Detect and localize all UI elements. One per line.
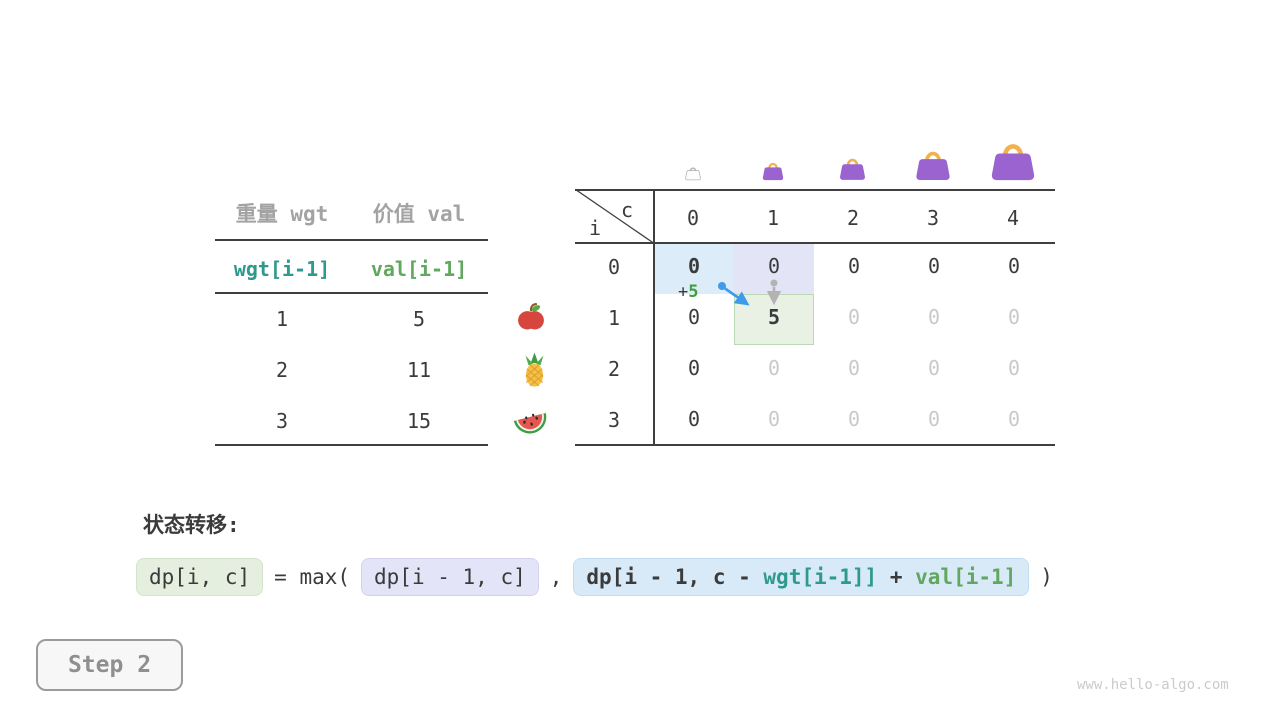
formula-comma: ,: [549, 565, 563, 589]
item-weight: 2: [275, 358, 289, 382]
formula-option1-chip: dp[i - 1, c]: [361, 558, 539, 596]
dp-cell: 0: [847, 356, 861, 380]
formula-option2-dp: dp[i - 1, c -: [586, 565, 764, 589]
items-table-rule-bottom: [215, 444, 488, 446]
dp-cell: 0: [1007, 305, 1021, 329]
dp-row-header: 0: [607, 255, 621, 279]
dp-table-rule-top: [575, 189, 1055, 191]
item-value: 15: [406, 409, 432, 433]
dp-table-rule-vertical: [653, 189, 655, 445]
formula-close-paren: ): [1040, 565, 1053, 589]
item-value: 11: [406, 358, 432, 382]
dp-col-header: 2: [846, 206, 860, 230]
items-var-val: val[i-1]: [370, 257, 468, 281]
formula-option2-chip: dp[i - 1, c - wgt[i-1]] + val[i-1]: [573, 558, 1030, 596]
dp-cell: 0: [847, 254, 861, 278]
dp-row-header: 1: [607, 306, 621, 330]
transition-annotation: +5: [678, 282, 699, 302]
dp-cell: 0: [927, 305, 941, 329]
step-badge[interactable]: Step 2: [36, 639, 183, 691]
apple-icon: [518, 303, 544, 330]
formula-option2-val: val[i-1]: [915, 565, 1017, 589]
annotation-plus: +: [678, 282, 689, 302]
formula-option2-wgt: wgt[i-1]]: [763, 565, 878, 589]
dp-cell: 0: [847, 407, 861, 431]
dp-cell: 0: [1007, 407, 1021, 431]
dp-table-rule-header: [575, 242, 1055, 244]
take-item-arrow-icon: [718, 282, 750, 306]
corner-diagonal-line: [575, 189, 654, 244]
dp-cell: 0: [1007, 254, 1021, 278]
items-var-wgt: wgt[i-1]: [233, 257, 331, 281]
dp-cell: 0: [767, 407, 781, 431]
dp-cell: 0: [687, 356, 701, 380]
item-weight: 3: [275, 409, 289, 433]
bag-icon: [991, 144, 1035, 181]
dp-col-header: 3: [926, 206, 940, 230]
dp-cell: 0: [1007, 356, 1021, 380]
dp-cell: 0: [927, 407, 941, 431]
dp-table-rule-bottom: [575, 444, 1055, 446]
annotation-value: 5: [688, 282, 699, 302]
watermelon-icon: [513, 413, 547, 434]
dp-cell: 0: [687, 254, 701, 278]
formula-eq-max: = max(: [274, 565, 351, 589]
skip-item-arrow-icon: [766, 279, 782, 306]
formula-lhs-chip: dp[i, c]: [136, 558, 264, 596]
dp-cell-current: 5: [767, 305, 781, 329]
transition-heading: 状态转移:: [143, 513, 240, 537]
dp-cell: 0: [927, 254, 941, 278]
dp-cell: 0: [767, 356, 781, 380]
bag-icon: [916, 151, 950, 181]
dp-col-header: 0: [686, 206, 700, 230]
bag-icon: [762, 162, 784, 181]
items-header-value: 价值 val: [372, 202, 466, 226]
formula-option2-plus: +: [877, 565, 916, 589]
items-table-rule-mid: [215, 292, 488, 294]
dp-col-header: 4: [1006, 206, 1020, 230]
item-value: 5: [412, 307, 426, 331]
watermark: www.hello-algo.com: [1077, 677, 1229, 693]
empty-bag-icon: [685, 167, 701, 181]
corner-col-var: c: [621, 198, 634, 222]
dp-cell: 0: [847, 305, 861, 329]
items-header-weight: 重量 wgt: [235, 202, 329, 226]
dp-row-header: 2: [607, 357, 621, 381]
dp-row-header: 3: [607, 408, 621, 432]
dp-cell: 0: [927, 356, 941, 380]
items-table-rule-top: [215, 239, 488, 241]
pineapple-icon: [525, 352, 544, 387]
dp-cell: 0: [687, 305, 701, 329]
transition-formula: dp[i, c] = max( dp[i - 1, c] , dp[i - 1,…: [136, 558, 1053, 596]
dp-col-header: 1: [766, 206, 780, 230]
bag-icon: [840, 158, 865, 180]
transition-arrows: [718, 279, 782, 306]
dp-cell: 0: [687, 407, 701, 431]
item-weight: 1: [275, 307, 289, 331]
step-label: Step 2: [67, 652, 152, 678]
corner-row-var: i: [589, 216, 602, 240]
dp-cell: 0: [767, 254, 781, 278]
